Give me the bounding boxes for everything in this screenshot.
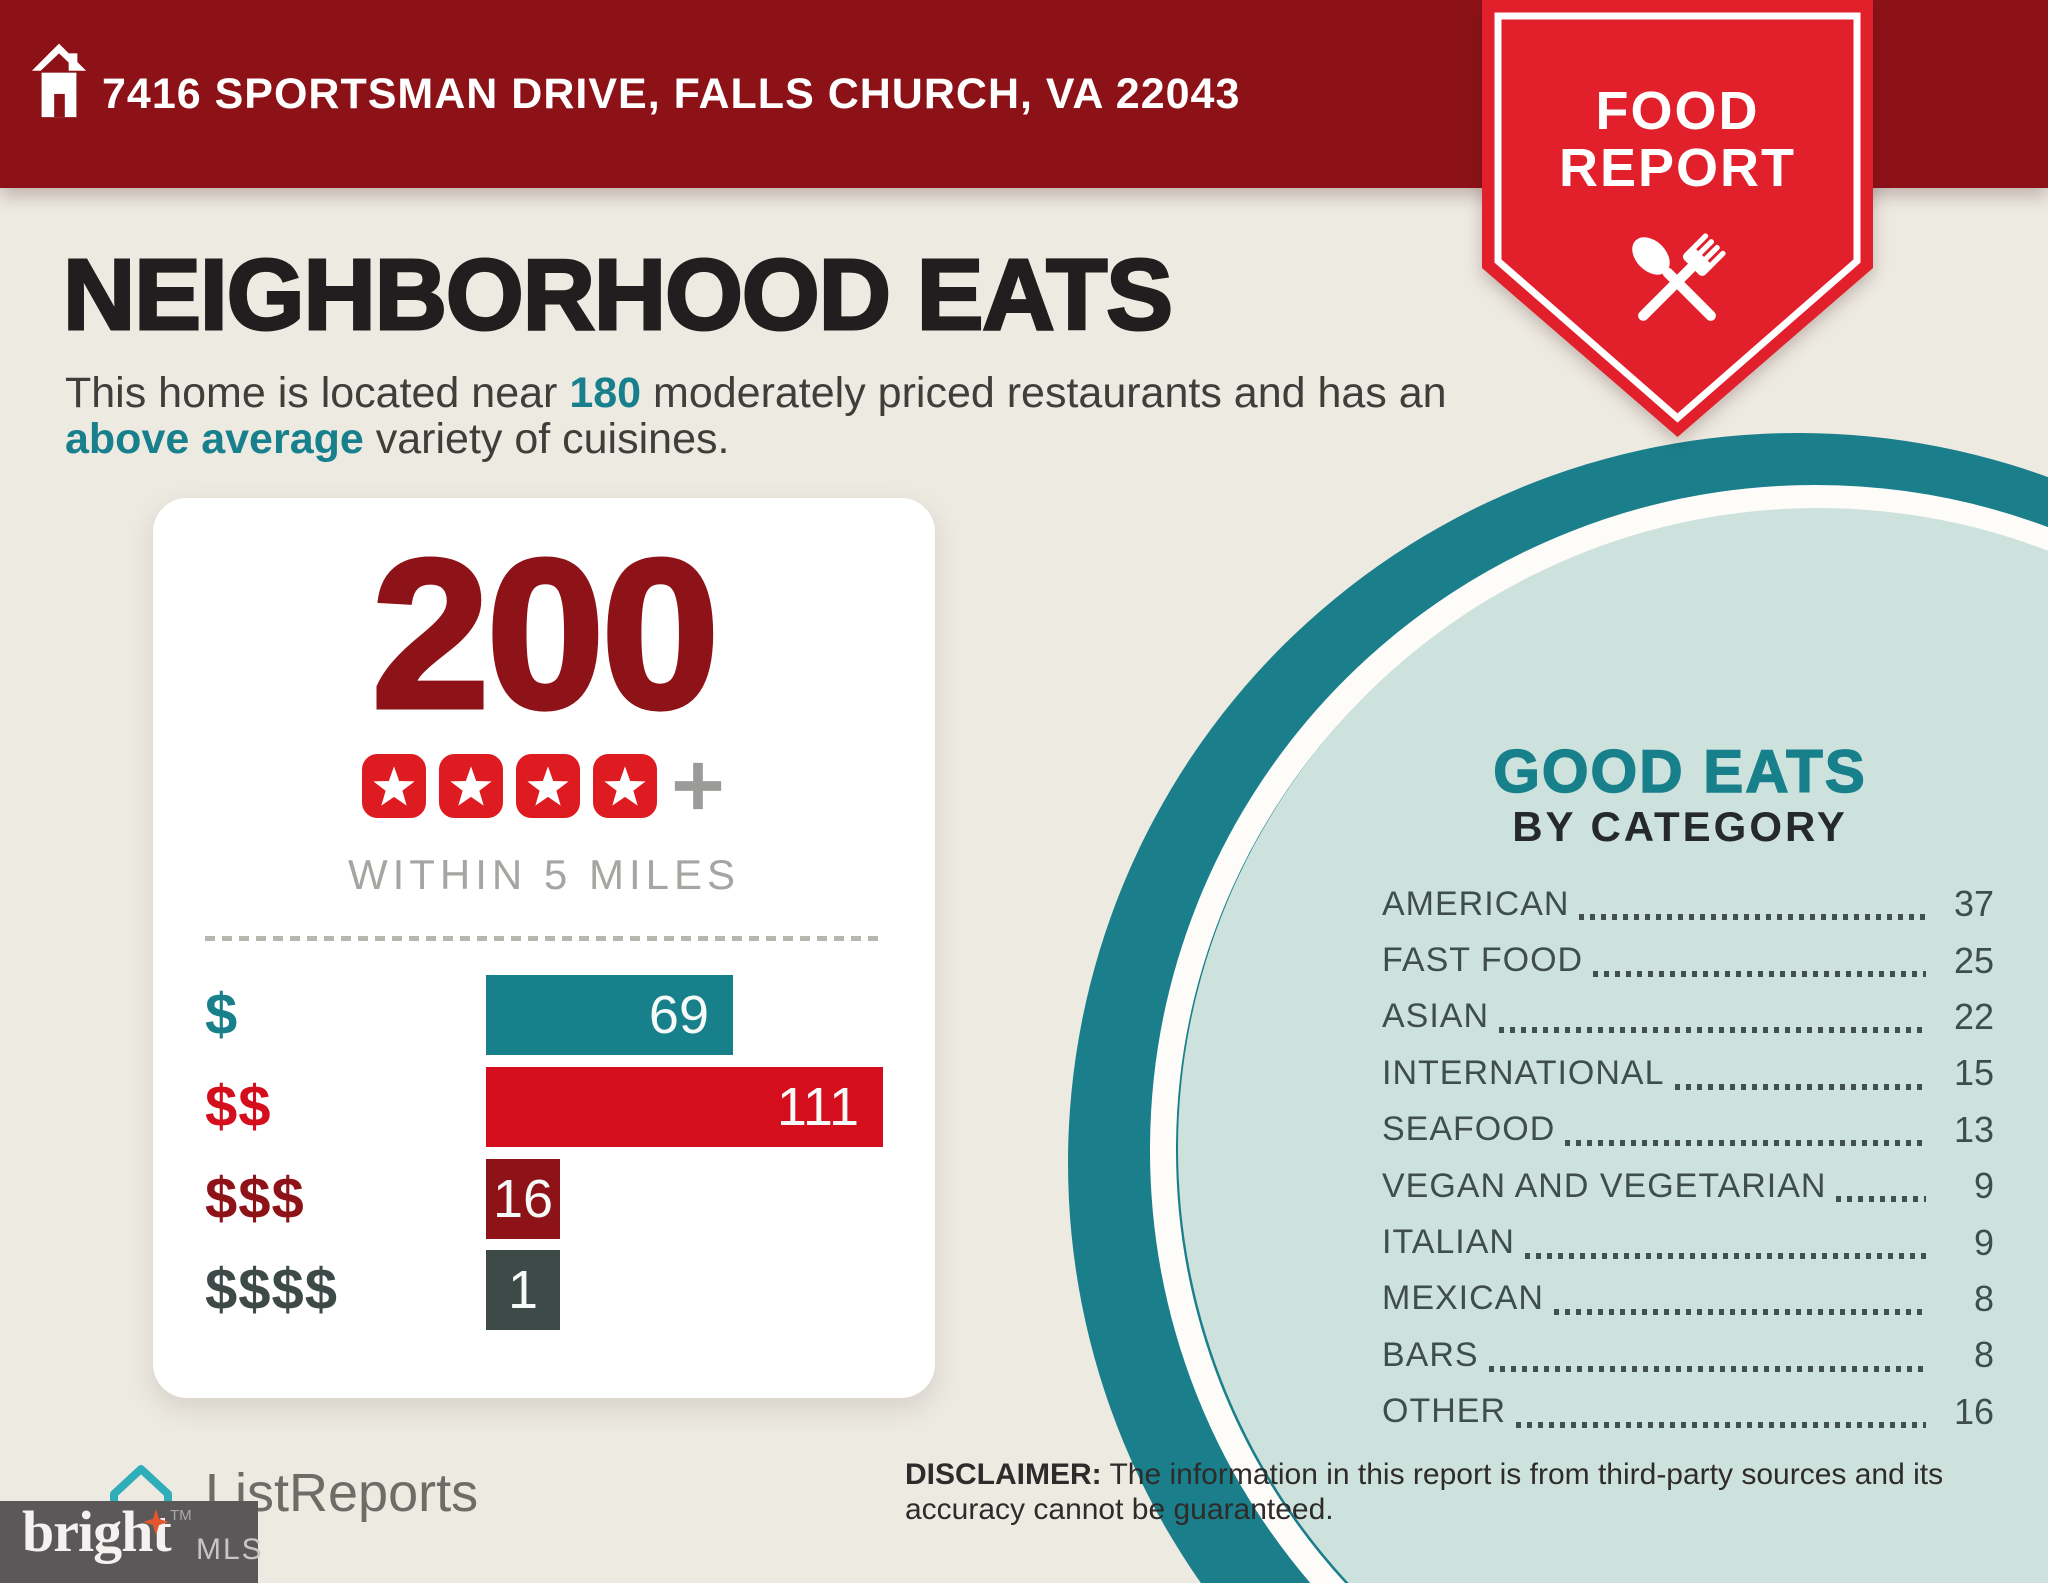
category-row: ITALIAN 9 [1382,1214,1994,1270]
dot-leader [1499,1027,1926,1034]
price-bar-value: 111 [776,1077,859,1137]
property-address: 7416 SPORTSMAN DRIVE, FALLS CHURCH, VA 2… [102,70,1241,118]
category-label: MEXICAN [1382,1279,1544,1318]
category-count: 25 [1953,939,1994,981]
good-eats-subtitle: BY CATEGORY [1512,803,1848,850]
price-bar-value: 1 [507,1260,539,1320]
category-row: AMERICAN 37 [1382,876,1994,932]
restaurant-total-count: 200 [369,515,722,752]
category-row: ASIAN 22 [1382,989,1994,1045]
category-row: VEGAN AND VEGETARIAN 9 [1382,1158,1994,1214]
category-label: ITALIAN [1382,1223,1515,1262]
category-row: BARS 8 [1382,1327,1994,1383]
star-icon [439,754,503,818]
category-count: 9 [1973,1221,1994,1263]
category-label: OTHER [1382,1392,1506,1431]
disclaimer-label: DISCLAIMER: [905,1458,1102,1491]
category-count: 8 [1973,1334,1994,1376]
price-bar-row: $$ 111 [205,1067,883,1147]
intro-text-mid: moderately priced restaurants and has an [641,369,1447,417]
price-bar-row: $$$ 16 [205,1159,560,1239]
ribbon-title-line2: REPORT [1558,138,1797,198]
category-label: VEGAN AND VEGETARIAN [1382,1166,1827,1205]
category-row: FAST FOOD 25 [1382,932,1994,988]
restaurant-count-highlight: 180 [569,369,642,417]
food-report-ribbon [1482,0,1873,437]
bright-logo-text: bright [22,1499,172,1564]
star-icon [362,754,426,818]
dot-leader [1579,914,1926,921]
good-eats-title: GOOD EATS [1492,738,1867,805]
intro-text-post: variety of cuisines. [363,415,730,464]
category-row: OTHER 16 [1382,1384,1994,1440]
stats-card: 200 WITHIN 5 MILES $69 $$ 111 $$$ 16 $$$$ 1 [153,498,935,1398]
dot-leader [1524,1252,1926,1259]
category-count: 37 [1953,883,1994,925]
dot-leader [1836,1196,1926,1203]
radius-caption: WITHIN 5 MILES [347,851,741,898]
intro-text: This home is located near 180 moderately… [65,370,1465,463]
category-label: ASIAN [1382,997,1490,1036]
price-tier-label: $ [205,982,239,1047]
category-count: 22 [1953,995,1994,1037]
bright-mls-logo: bright TM MLS [0,1499,262,1583]
variety-highlight: above average [65,415,364,464]
dot-leader [1516,1421,1926,1428]
category-row: SEAFOOD 13 [1382,1102,1994,1158]
price-bar-row: $69 [205,975,733,1055]
home-icon [31,43,87,118]
price-bar-value: 16 [492,1169,554,1229]
ribbon-title-line1: FOOD [1595,81,1760,141]
category-list: AMERICAN 37 FAST FOOD 25 ASIAN 22 INTERNATIONA… [1382,876,1994,1440]
disclaimer-text: The information in this report is from t… [905,1458,1944,1526]
category-count: 15 [1953,1052,1994,1094]
plus-icon [674,762,722,810]
category-label: INTERNATIONAL [1382,1053,1665,1092]
dashed-divider [205,936,885,941]
dot-leader [1593,970,1926,977]
dot-leader [1553,1309,1926,1316]
price-bar: 69 [486,975,733,1055]
category-count: 13 [1953,1108,1994,1150]
category-label: FAST FOOD [1382,941,1584,980]
category-label: AMERICAN [1382,884,1570,923]
price-tier-label: $$ [205,1074,272,1139]
mls-logo-text: MLS [196,1533,264,1566]
price-bar: 1 [486,1250,560,1330]
star-icon [593,754,657,818]
category-count: 9 [1973,1165,1994,1207]
dot-leader [1488,1365,1926,1372]
category-label: SEAFOOD [1382,1110,1556,1149]
star-icon [516,754,580,818]
category-label: BARS [1382,1335,1479,1374]
star-rating [153,754,935,818]
intro-text-pre: This home is located near [65,369,570,417]
price-bar-value: 69 [648,985,709,1045]
dot-leader [1565,1139,1926,1146]
category-count: 16 [1953,1390,1994,1432]
price-tier-label: $$$ [205,1166,305,1231]
category-row: MEXICAN 8 [1382,1271,1994,1327]
sparkle-icon [143,1509,169,1535]
disclaimer: DISCLAIMER: The information in this repo… [905,1458,2005,1527]
price-bar-row: $$$$ 1 [205,1250,560,1330]
price-bar: 111 [486,1067,883,1147]
price-tier-label: $$$$ [205,1257,339,1322]
utensils-icon [1632,233,1726,321]
category-count: 8 [1973,1277,1994,1319]
price-bar: 16 [486,1159,560,1239]
dot-leader [1674,1083,1926,1090]
category-row: INTERNATIONAL 15 [1382,1045,1994,1101]
page-title: NEIGHBORHOOD EATS [62,239,1175,351]
trademark-symbol: TM [170,1507,192,1524]
